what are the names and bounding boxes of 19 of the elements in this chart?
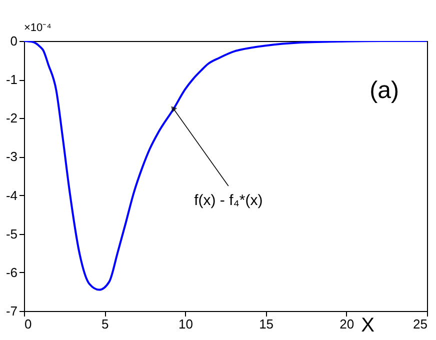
x-tick-label: 5 (101, 316, 109, 332)
x-tick-label: 20 (340, 316, 354, 332)
x-tick-label: 10 (178, 316, 193, 332)
y-tick-label: -5 (6, 226, 18, 242)
y-tick-label: -1 (6, 72, 18, 88)
annotation: f(x) - f₄*(x) (194, 192, 263, 210)
text: ×10⁻⁴ (24, 22, 52, 34)
y-tick-label: -3 (6, 149, 18, 164)
y-tick-label: -4 (6, 188, 18, 203)
x-tick-label: 15 (259, 316, 274, 332)
annotation: (a) (370, 77, 399, 104)
x-tick-label: 0 (24, 316, 32, 332)
line-series (24, 41, 427, 291)
y-tick-label: -6 (6, 264, 18, 280)
y-tick-label: -2 (6, 110, 18, 126)
y-tick-label: -7 (6, 304, 18, 318)
x-tick-label: 25 (413, 316, 428, 332)
y-tick-label: 0 (10, 34, 18, 48)
x-axis-title: X (361, 314, 374, 336)
